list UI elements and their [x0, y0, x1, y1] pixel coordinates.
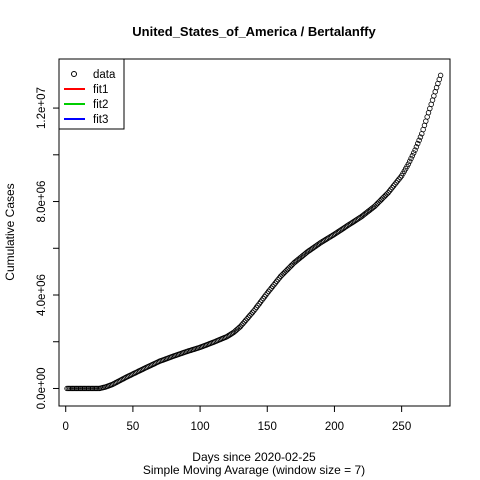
x-axis: 0 50 100 150 200 250: [63, 406, 412, 433]
legend-label-data: data: [93, 69, 116, 81]
x-tick-label: 200: [325, 421, 344, 433]
legend-label-fit3: fit3: [93, 114, 108, 126]
x-axis-label: Days since 2020-02-25: [192, 450, 316, 464]
y-axis: 0.0e+00 4.0e+06 8.0e+06 1.2e+07: [36, 87, 59, 409]
legend: data fit1 fit2 fit3: [59, 59, 124, 129]
x-tick-label: 50: [127, 421, 140, 433]
y-tick-label: 8.0e+06: [36, 181, 48, 223]
data-point: [411, 151, 416, 156]
x-tick-label: 100: [190, 421, 209, 433]
y-tick-label: 1.2e+07: [36, 87, 48, 129]
data-point: [407, 159, 412, 164]
x-tick-label: 150: [258, 421, 277, 433]
y-axis-label: Cumulative Cases: [3, 183, 17, 280]
y-tick-label: 4.0e+06: [36, 274, 48, 316]
legend-label-fit2: fit2: [93, 99, 108, 111]
data-point: [409, 156, 414, 161]
legend-label-fit1: fit1: [93, 84, 108, 96]
chart-title: United_States_of_America / Bertalanffy: [132, 24, 376, 39]
data-point: [410, 153, 415, 158]
x-tick-label: 250: [392, 421, 411, 433]
data-point: [438, 73, 443, 78]
x-axis-sublabel: Simple Moving Avarage (window size = 7): [143, 463, 365, 477]
y-tick-label: 0.0e+00: [36, 368, 48, 410]
x-tick-label: 0: [63, 421, 69, 433]
